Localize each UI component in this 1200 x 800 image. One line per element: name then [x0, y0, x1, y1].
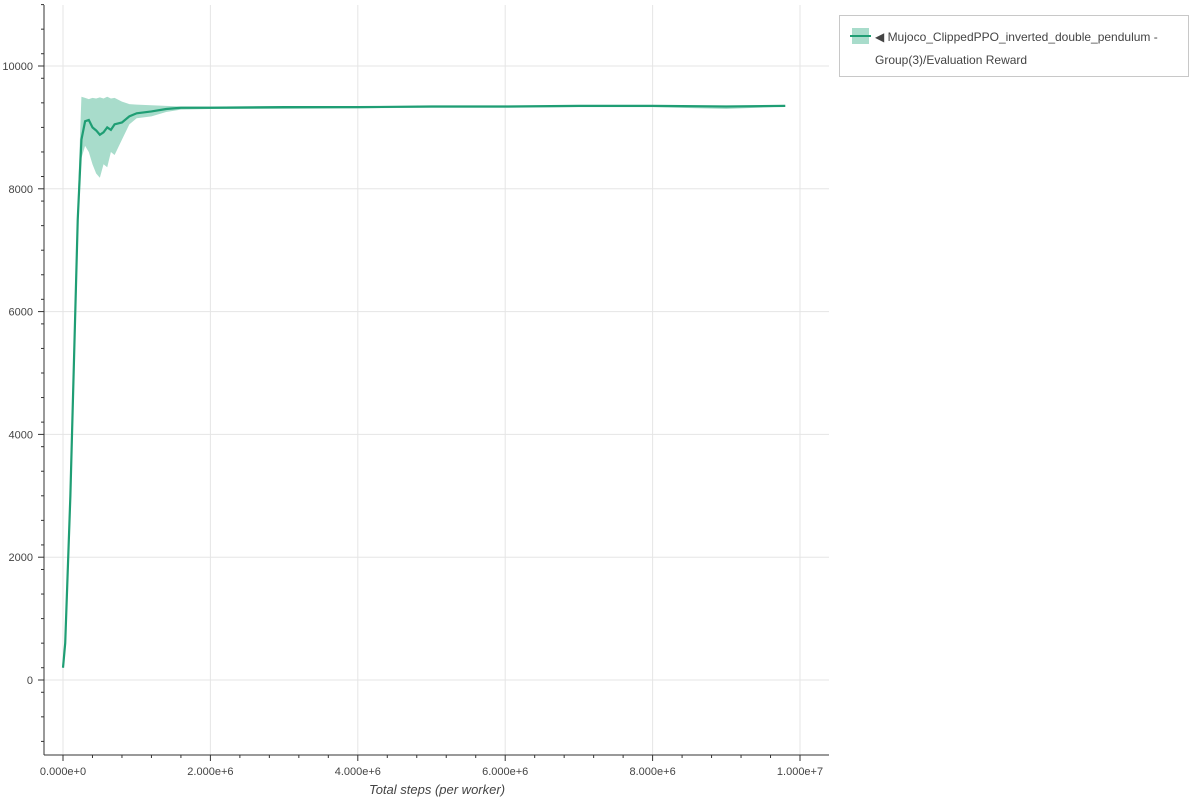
x-tick-label: 1.000e+7 [777, 766, 823, 778]
y-tick-label: 4000 [9, 429, 33, 441]
legend[interactable]: ◀ Mujoco_ClippedPPO_inverted_double_pend… [839, 15, 1189, 77]
y-tick-label: 0 [27, 675, 33, 687]
x-tick-label: 2.000e+6 [187, 766, 233, 778]
series-line [61, 104, 786, 668]
y-tick-label: 2000 [9, 552, 33, 564]
y-tick-label: 6000 [9, 307, 33, 319]
x-tick-label: 6.000e+6 [482, 766, 528, 778]
legend-label: ◀ Mujoco_ClippedPPO_inverted_double_pend… [875, 30, 1158, 67]
legend-swatch-icon [850, 28, 871, 44]
y-tick-label: 8000 [9, 184, 33, 196]
y-tick-label: 10000 [2, 61, 33, 73]
x-tick-label: 8.000e+6 [630, 766, 676, 778]
x-tick-label: 0.000e+0 [40, 766, 86, 778]
series-band [63, 96, 786, 668]
x-axis-label: Total steps (per worker) [369, 782, 505, 797]
x-tick-label: 4.000e+6 [335, 766, 381, 778]
